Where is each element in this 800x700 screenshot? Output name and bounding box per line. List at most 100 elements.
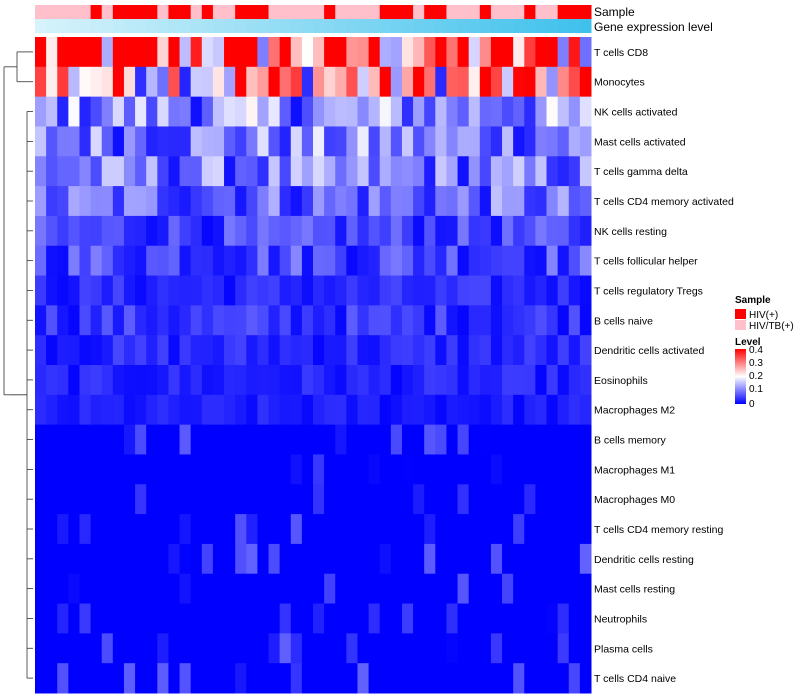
sample-annotation-cell — [79, 5, 92, 19]
heatmap-cell — [135, 126, 147, 157]
sample-annotation-cell — [490, 5, 503, 19]
heatmap-cell — [413, 394, 425, 426]
heatmap-cell — [246, 66, 258, 98]
heatmap-cell — [179, 156, 192, 187]
heatmap-cell — [135, 335, 147, 366]
heatmap-cell — [568, 275, 581, 306]
heatmap-cell — [168, 484, 181, 515]
heatmap-cell — [401, 66, 414, 98]
heatmap-cell — [313, 424, 325, 455]
heatmap-cell — [435, 126, 447, 157]
heatmap-cell — [279, 37, 292, 68]
heatmap-cell — [346, 394, 358, 426]
expression-annotation-cell — [79, 19, 92, 33]
heatmap-cell — [446, 454, 459, 485]
heatmap-cell — [368, 156, 381, 187]
heatmap-cell — [379, 275, 392, 306]
heatmap-cell — [490, 215, 503, 247]
heatmap-cell — [46, 424, 58, 455]
heatmap-cell — [235, 484, 247, 515]
heatmap-cell — [513, 365, 525, 396]
heatmap-cell — [90, 633, 103, 664]
expression-annotation-cell — [379, 19, 392, 33]
heatmap-cell — [257, 543, 270, 575]
heatmap-cell — [57, 275, 69, 306]
heatmap-cell — [335, 663, 347, 694]
heatmap-cell — [279, 484, 292, 515]
heatmap-cell — [257, 394, 270, 426]
heatmap-cell — [413, 37, 425, 68]
heatmap-cell — [568, 365, 581, 396]
heatmap-cell — [357, 543, 370, 575]
heatmap-cell — [368, 394, 381, 426]
heatmap-cell — [446, 484, 459, 515]
heatmap-cell — [479, 603, 492, 634]
row-label: NK cells resting — [594, 226, 667, 238]
heatmap-cell — [335, 335, 347, 366]
heatmap-cell — [346, 663, 358, 694]
heatmap-cell — [368, 454, 381, 485]
heatmap-cell — [357, 66, 370, 98]
heatmap-cell — [46, 156, 58, 187]
heatmap-cell — [79, 215, 92, 247]
heatmap-cell — [335, 215, 347, 247]
heatmap-cell — [46, 365, 58, 396]
heatmap-cell — [446, 275, 459, 306]
heatmap-cell — [313, 573, 325, 605]
heatmap-cell — [524, 37, 536, 68]
heatmap-cell — [101, 37, 114, 68]
heatmap-cell — [324, 633, 336, 664]
heatmap-cell — [90, 603, 103, 634]
heatmap-cell — [490, 96, 503, 127]
heatmap-cell — [424, 186, 436, 217]
heatmap-cell — [479, 37, 492, 68]
heatmap-cell — [201, 215, 214, 247]
heatmap-cell — [257, 603, 270, 634]
heatmap-cell — [379, 633, 392, 664]
heatmap-cell — [468, 365, 481, 396]
heatmap-cell — [379, 573, 392, 605]
heatmap-cell — [457, 633, 470, 664]
heatmap-cell — [413, 633, 425, 664]
heatmap-cell — [179, 126, 192, 157]
heatmap-cell — [190, 156, 203, 187]
heatmap-cell — [568, 126, 581, 157]
heatmap-cell — [57, 335, 69, 366]
heatmap-cell — [513, 126, 525, 157]
heatmap-cell — [413, 514, 425, 545]
heatmap-cell — [246, 573, 258, 605]
heatmap-cell — [557, 305, 570, 336]
heatmap-cell — [513, 514, 525, 545]
heatmap-cell — [146, 186, 158, 217]
heatmap-cell — [401, 633, 414, 664]
heatmap-cell — [457, 454, 470, 485]
heatmap-cell — [479, 245, 492, 277]
heatmap-cell — [112, 514, 125, 545]
heatmap-cell — [401, 156, 414, 187]
heatmap-cell — [413, 126, 425, 157]
heatmap-cell — [112, 365, 125, 396]
heatmap-cell — [446, 305, 459, 336]
heatmap-cell — [401, 514, 414, 545]
heatmap-cell — [446, 215, 459, 247]
heatmap-cell — [79, 573, 92, 605]
heatmap-cell — [413, 156, 425, 187]
sample-annotation-cell — [301, 5, 314, 19]
heatmap-cell — [68, 365, 80, 396]
heatmap-cell — [535, 305, 548, 336]
heatmap-cell — [268, 543, 281, 575]
expression-annotation-cell — [201, 19, 214, 33]
heatmap-cell — [279, 573, 292, 605]
heatmap-cell — [35, 275, 47, 306]
heatmap-cell — [579, 424, 592, 455]
heatmap-cell — [190, 37, 203, 68]
heatmap-cell — [224, 186, 236, 217]
heatmap-cell — [535, 365, 548, 396]
heatmap-cell — [168, 603, 181, 634]
heatmap-cell — [290, 394, 303, 426]
heatmap-cell — [268, 156, 281, 187]
heatmap-cell — [346, 305, 358, 336]
heatmap-cell — [201, 96, 214, 127]
heatmap-cell — [335, 484, 347, 515]
heatmap-cell — [123, 663, 136, 694]
